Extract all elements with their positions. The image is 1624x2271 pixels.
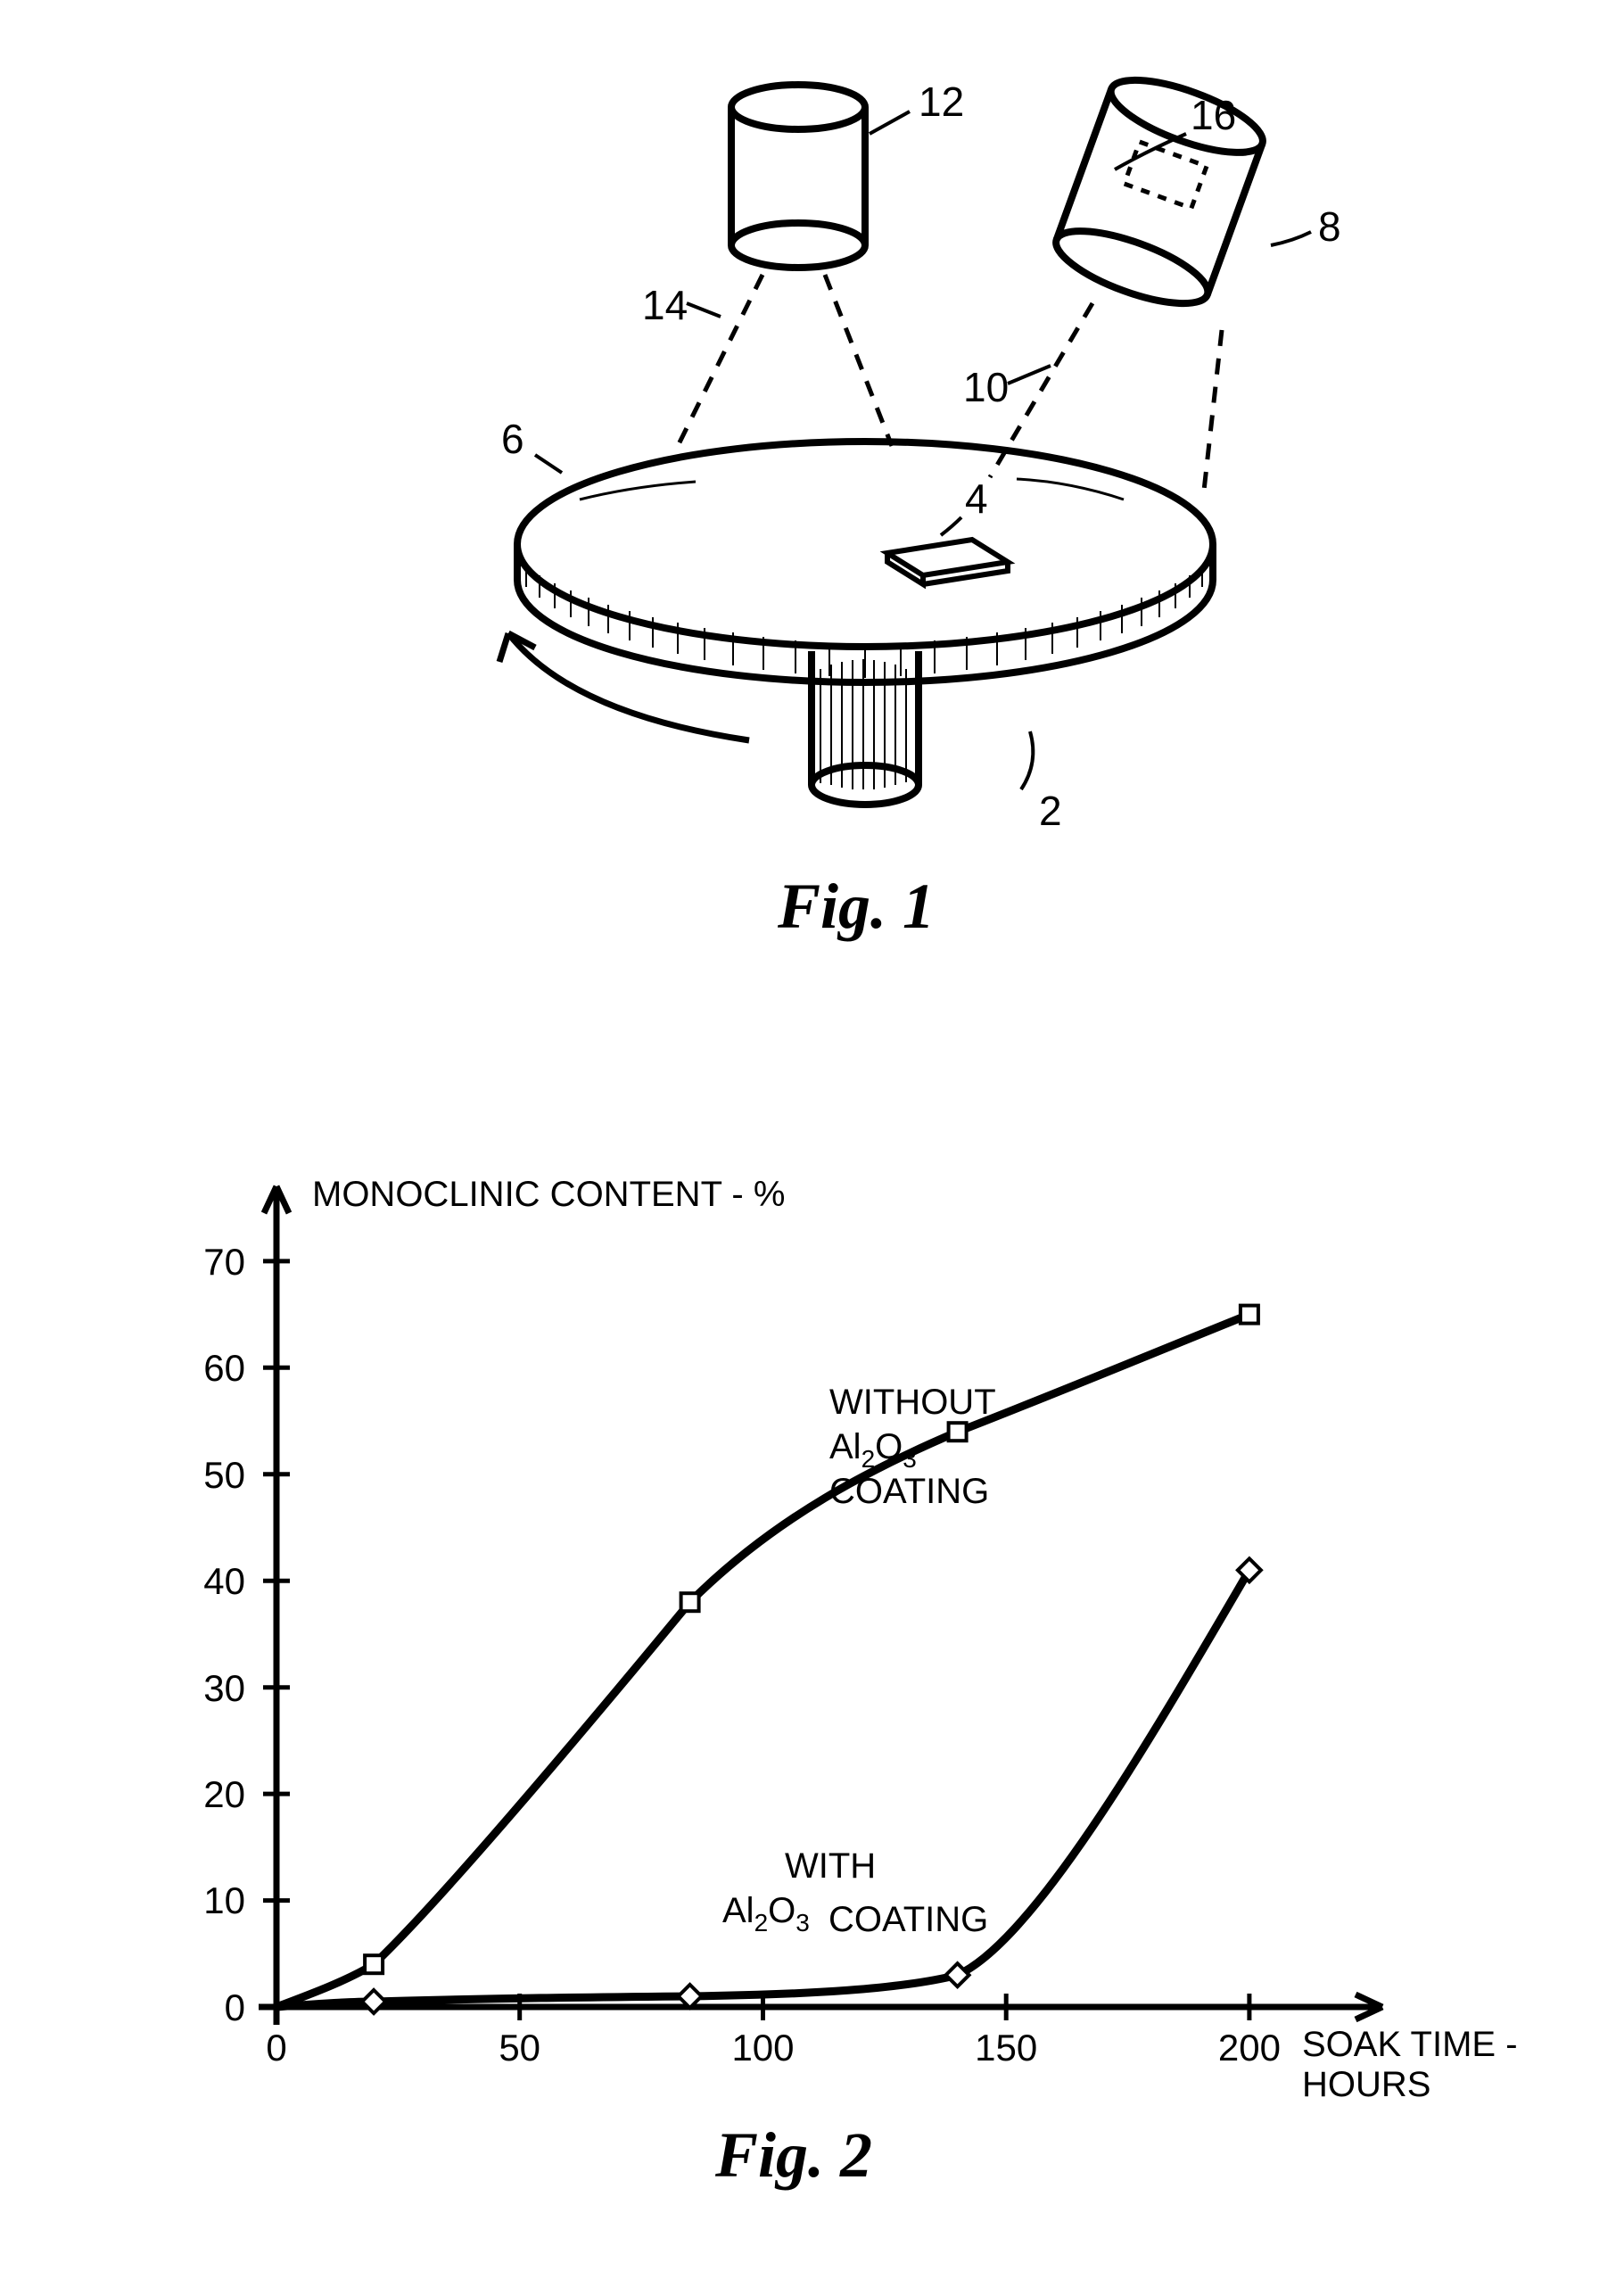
fig1-rotation-arrow	[499, 633, 749, 740]
fig2-series-with-line	[276, 1570, 1249, 2007]
fig1-callout-10: 10	[963, 364, 1009, 410]
fig2-yt-10: 10	[203, 1879, 245, 1921]
fig2-yt-60: 60	[203, 1347, 245, 1389]
fig1-caption: Fig. 1	[777, 871, 935, 942]
fig2-xt-0: 0	[266, 2027, 286, 2069]
fig2-yt-30: 30	[203, 1667, 245, 1709]
fig2-yt-50: 50	[203, 1454, 245, 1496]
fig2-label-with-l1: WITH	[785, 1846, 876, 1886]
fig2-yt-40: 40	[203, 1560, 245, 1602]
fig2-xt-150: 150	[975, 2027, 1037, 2069]
fig1-callout-14: 14	[642, 282, 688, 328]
fig1-cylinder-left	[731, 85, 865, 268]
fig1-callout-16: 16	[1191, 92, 1236, 138]
fig2-label-without: WITHOUT Al2O3 COATING	[829, 1383, 996, 1511]
fig1-callout-12: 12	[919, 78, 964, 125]
fig2-axes	[259, 1186, 1382, 2025]
fig2-label-without-l2: Al2O3	[829, 1427, 917, 1473]
fig1-callout-4: 4	[965, 475, 988, 522]
fig2-yt-0: 0	[225, 1986, 245, 2028]
fig2-label-with: WITH Al2O3 COATING	[722, 1846, 988, 1939]
figure-2: 0 10 20 30 40 50 60 70 0 50 100 150 200 …	[98, 1115, 1525, 2230]
fig1-callout-8: 8	[1318, 203, 1341, 250]
fig2-xt-50: 50	[499, 2027, 540, 2069]
fig2-label-without-l3: COATING	[829, 1472, 989, 1511]
fig1-callout-6: 6	[501, 416, 524, 462]
fig2-xt-200: 200	[1218, 2027, 1281, 2069]
fig2-label-without-l1: WITHOUT	[829, 1383, 996, 1422]
fig2-markers-with	[362, 1558, 1261, 2013]
fig2-ylabel: MONOCLINIC CONTENT - %	[312, 1175, 785, 1214]
fig1-callout-2: 2	[1039, 788, 1062, 834]
fig2-xlabel-l1: SOAK TIME -	[1302, 2025, 1518, 2064]
fig1-beam-left	[678, 275, 892, 446]
fig2-yt-70: 70	[203, 1241, 245, 1283]
fig2-caption: Fig. 2	[714, 2119, 872, 2191]
fig2-yt-20: 20	[203, 1773, 245, 1815]
figure-1: 12 14 16 8 10 6 4 2 Fig. 1	[232, 27, 1480, 990]
fig2-xlabel-l2: HOURS	[1302, 2065, 1430, 2104]
fig2-xt-100: 100	[731, 2027, 794, 2069]
fig1-cylinder-right	[1048, 65, 1271, 318]
fig2-series-without-line	[276, 1315, 1249, 2007]
fig2-label-with-l2: Al2O3 COATING	[722, 1891, 988, 1939]
